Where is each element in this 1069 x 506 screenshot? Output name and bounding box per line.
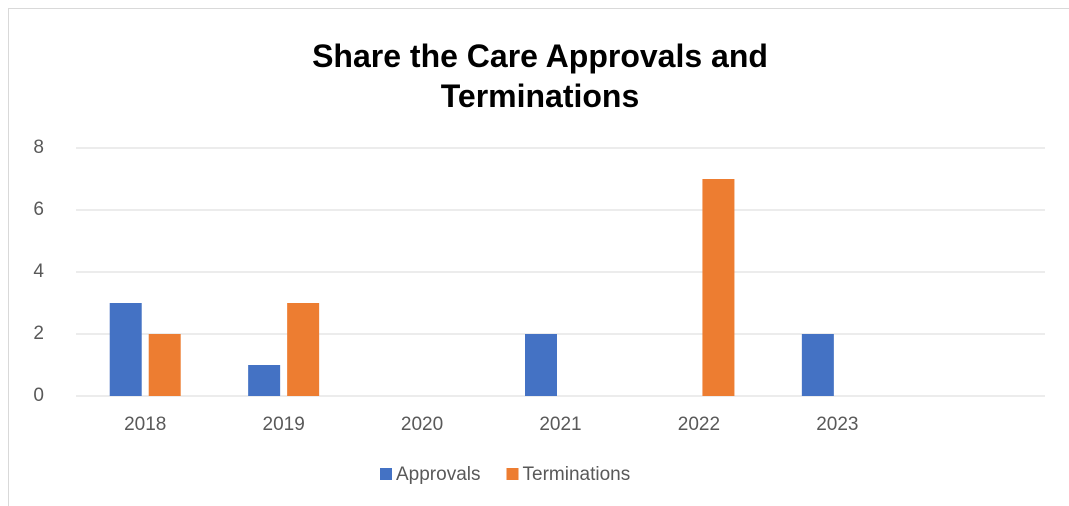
y-tick-label: 4 [33, 261, 44, 282]
x-tick-label: 2019 [263, 414, 305, 435]
y-tick-label: 2 [33, 323, 44, 344]
x-tick-label: 2020 [401, 414, 443, 435]
bar [702, 179, 735, 396]
bar [525, 334, 557, 396]
chart-title: Share the Care Approvals and Termination… [312, 38, 768, 114]
bar [287, 303, 320, 396]
y-tick-label: 0 [33, 385, 44, 406]
legend-swatch [380, 468, 392, 480]
legend-label: Approvals [396, 464, 481, 485]
x-tick-label: 2021 [539, 414, 581, 435]
x-tick-label: 2018 [124, 414, 166, 435]
bar [801, 334, 834, 396]
y-tick-label: 8 [33, 137, 44, 158]
chart-frame [8, 8, 1069, 506]
legend-label: Terminations [523, 464, 631, 485]
x-tick-label: 2023 [816, 414, 858, 435]
x-tick-label: 2022 [678, 414, 720, 435]
bar [109, 303, 142, 396]
bar [148, 334, 181, 396]
bar [248, 365, 281, 396]
y-tick-label: 6 [33, 199, 44, 220]
legend-swatch [506, 468, 519, 480]
